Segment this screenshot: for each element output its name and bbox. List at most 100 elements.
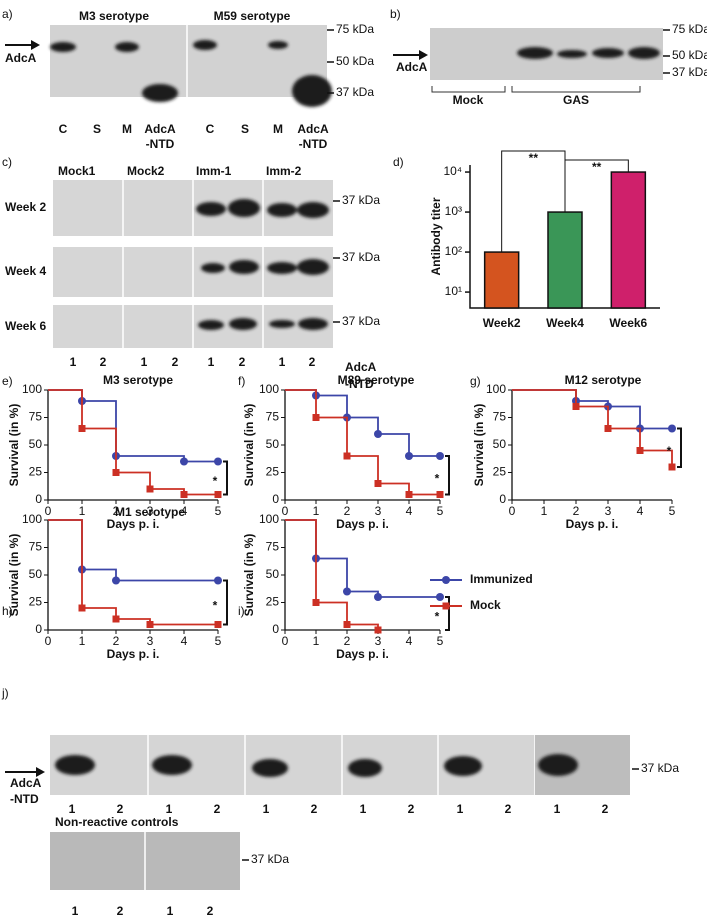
point [78,425,86,432]
survival-line [48,389,218,496]
caption: -NTD [345,377,374,391]
lane-label: 1 [72,904,79,918]
y-axis-label: Survival (in %) [472,404,486,487]
point [214,457,222,466]
point [78,604,86,612]
y-tick-label: 10⁴ [443,164,462,178]
point [374,430,382,438]
point [405,452,413,460]
y-tick-label: 100 [22,512,42,526]
y-tick-label: 10² [445,244,462,258]
y-tick-label: 10³ [445,204,462,218]
size-marker: 50 kDa [336,54,374,68]
significance-bracket [223,460,228,496]
lane-label: 2 [117,802,124,816]
point [436,491,444,498]
column-label: Mock2 [127,164,165,178]
significance-bracket [445,455,450,496]
lane-label: 1 [554,802,561,816]
size-marker: 37 kDa [342,193,380,207]
lane-label: 2 [408,802,415,816]
lane-label: -NTD [299,137,328,151]
panel-label: a) [2,7,13,21]
y-tick-label: 25 [266,465,280,479]
panel-label: h) [2,604,13,618]
survival-line [512,389,672,430]
row-label: Week 4 [5,264,46,278]
lane-label: AdcA [144,122,176,136]
blot-c [53,180,333,348]
point [214,576,222,585]
controls-title: Non-reactive controls [55,815,179,829]
lane-label: 1 [457,802,464,816]
y-tick-label: 25 [29,595,43,609]
caption: AdcA [345,360,377,374]
point [374,480,382,487]
y-tick-label: 100 [259,382,279,396]
point [214,621,222,628]
axis [284,520,440,631]
point [112,615,120,623]
significance: ** [529,151,539,165]
size-marker: 37 kDa [251,852,289,866]
x-tick-label: 2 [113,634,120,648]
point [668,424,676,433]
point [146,485,154,493]
lane-label: 1 [167,904,174,918]
point [146,621,154,628]
x-tick-label: 1 [79,634,86,648]
y-tick-label: 100 [486,382,506,396]
survival-line [285,519,379,630]
column-label: Imm-1 [196,164,232,178]
size-marker: 50 kDa [672,48,707,62]
lane-label: 2 [117,904,124,918]
bracket [431,86,641,93]
panel-label: c) [2,155,12,169]
y-tick-label: 0 [35,622,42,636]
blot [50,25,327,97]
y-tick-label: 10¹ [445,284,462,298]
arrow-label: -NTD [10,792,39,806]
arrow-label: AdcA [10,776,42,790]
arrow-head [36,767,45,777]
y-tick-label: 50 [266,437,280,451]
y-tick-label: 75 [29,410,43,424]
arrow-label: AdcA [5,51,37,65]
legend-label: Mock [470,598,501,612]
lane-label: 1 [279,355,286,369]
bands [517,47,660,59]
x-tick-label: 3 [147,634,154,648]
lane-label: 2 [100,355,107,369]
x-tick-label: Week4 [546,316,584,330]
bar [610,171,647,309]
group-label: Mock [453,93,484,107]
lane-label: 2 [239,355,246,369]
significance: * [213,474,218,488]
column-label: Imm-2 [266,164,302,178]
survival-line [48,389,218,463]
size-marker: 37 kDa [342,314,380,328]
row-label: Week 2 [5,200,46,214]
point [668,463,676,471]
chart-title: M89 serotype [338,373,415,387]
y-tick-label: 25 [29,465,43,479]
lane-label: -NTD [146,137,175,151]
point [112,576,120,585]
lane-label: S [93,122,101,136]
x-tick-label: 4 [406,504,413,518]
survival-line [285,389,440,457]
y-tick-label: 0 [272,622,279,636]
x-tick-label: 0 [45,504,52,518]
y-tick-label: 0 [272,492,279,506]
y-tick-label: 75 [29,540,43,554]
x-tick-label: Week6 [609,316,647,330]
blot-j [50,735,630,890]
x-tick-label: 0 [509,504,516,518]
lane-label: C [206,122,215,136]
significance: * [435,471,440,485]
point [112,469,120,476]
lane-label: 2 [214,802,221,816]
point [572,403,580,410]
size-marker: 37 kDa [336,85,374,99]
y-tick-label: 75 [266,540,280,554]
